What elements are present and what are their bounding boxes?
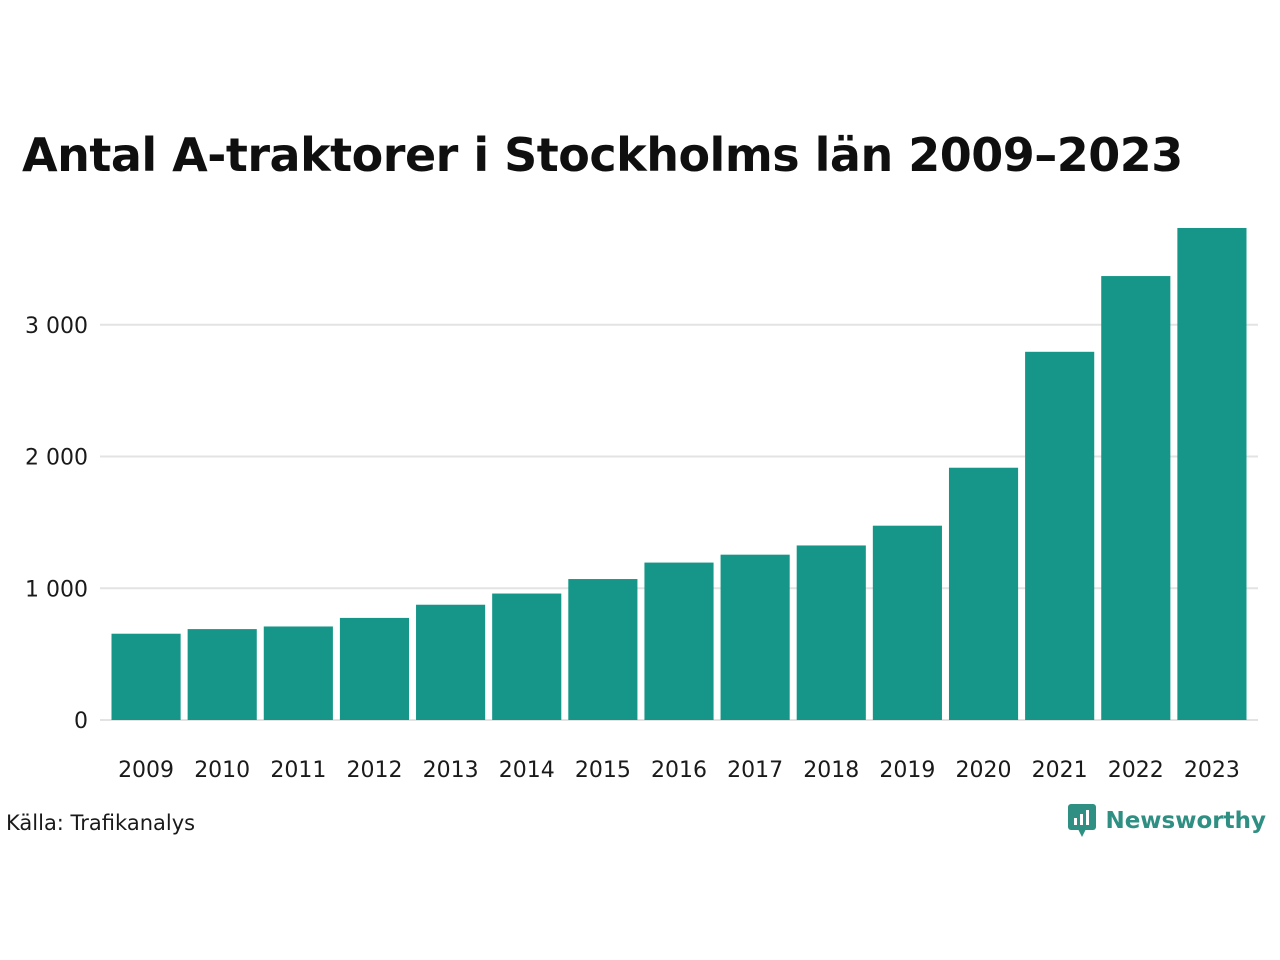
x-tick-label: 2018	[803, 758, 859, 783]
bar-2017	[720, 554, 790, 720]
x-tick-label: 2020	[956, 758, 1012, 783]
bar-2016	[644, 562, 714, 720]
y-tick-label: 2 000	[25, 446, 88, 471]
x-tick-label: 2019	[879, 758, 935, 783]
x-tick-label: 2015	[575, 758, 631, 783]
x-tick-label: 2016	[651, 758, 707, 783]
bar-chart: 0 1 000 2 000 3 000 2009 2010 2011 2012 2013 201…	[25, 227, 1258, 783]
bar-2010	[187, 629, 257, 720]
x-tick-label: 2017	[727, 758, 783, 783]
y-tick-label: 3 000	[25, 314, 88, 339]
brand-name: Newsworthy	[1105, 808, 1266, 834]
x-tick-label: 2021	[1032, 758, 1088, 783]
bar-2013	[416, 604, 486, 720]
x-tick-label: 2009	[118, 758, 174, 783]
x-tick-label: 2010	[194, 758, 250, 783]
x-tick-label: 2011	[270, 758, 326, 783]
y-tick-label: 0	[74, 709, 88, 734]
bar-2018	[796, 545, 866, 720]
bar-2012	[339, 617, 410, 720]
bar-2023	[1177, 227, 1247, 720]
bar-2011	[263, 626, 333, 720]
bar-chart-speech-bubble-icon	[1068, 804, 1097, 838]
brand-logo: Newsworthy	[1068, 804, 1266, 838]
x-tick-label: 2014	[499, 758, 555, 783]
bar-2014	[492, 593, 562, 720]
x-tick-label: 2023	[1184, 758, 1240, 783]
bar-2009	[111, 633, 181, 720]
x-tick-label: 2022	[1108, 758, 1164, 783]
y-tick-label: 1 000	[25, 577, 88, 602]
bar-2022	[1101, 276, 1171, 720]
bar-2019	[872, 525, 942, 720]
x-tick-label: 2012	[346, 758, 402, 783]
chart-title: Antal A-traktorer i Stockholms län 2009–…	[22, 128, 1183, 182]
bar-2015	[568, 579, 638, 720]
bar-2020	[948, 467, 1019, 720]
x-tick-label: 2013	[423, 758, 479, 783]
bar-2021	[1025, 351, 1095, 720]
source-note: Källa: Trafikanalys	[6, 811, 196, 835]
